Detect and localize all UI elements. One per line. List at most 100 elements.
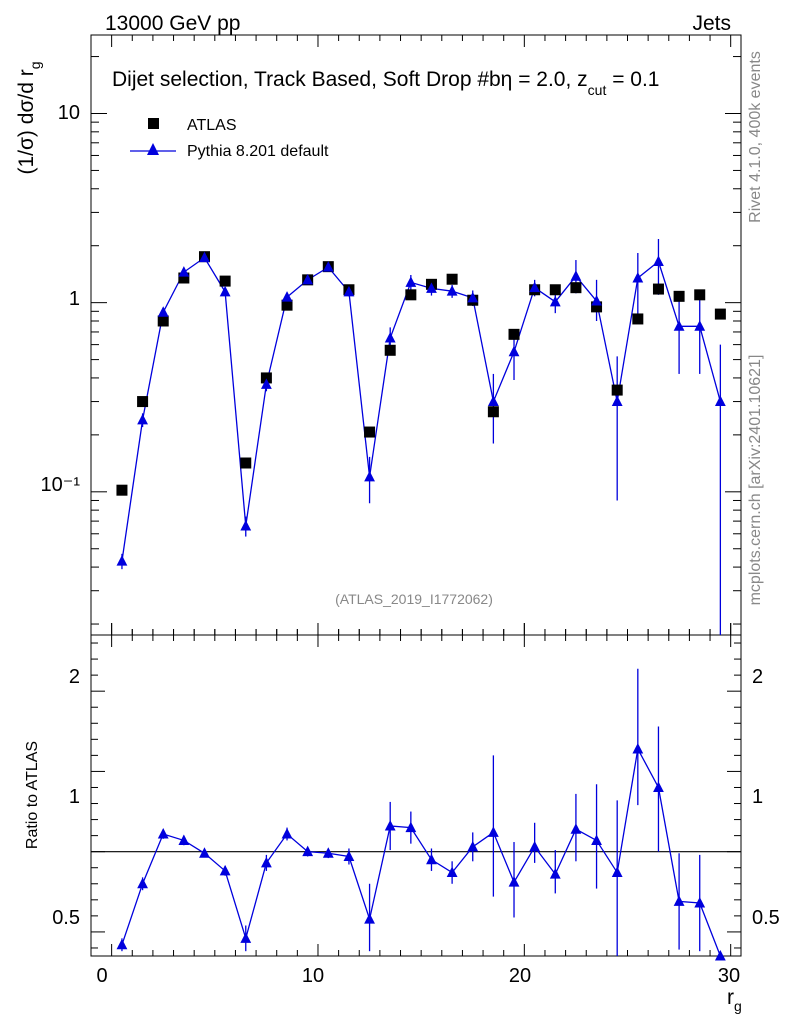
ratio-data-point (426, 853, 437, 865)
pythia-data-point (673, 320, 685, 331)
pythia-data-point (302, 273, 314, 285)
legend-pythia-label: Pythia 8.201 default (187, 143, 329, 160)
header-energy-label: 13000 GeV pp (105, 12, 240, 35)
ratio-plot-marks (91, 668, 741, 961)
atlas-data-point (157, 315, 169, 327)
legend-atlas-label: ATLAS (187, 117, 237, 134)
ratio-data-point (446, 866, 458, 878)
legend-atlas-marker (148, 118, 159, 129)
pythia-data-point (591, 295, 602, 306)
atlas-data-point (570, 282, 582, 294)
ratio-data-point (322, 847, 334, 858)
atlas-data-point (591, 301, 603, 313)
title-text: Dijet selection, Track Based, Soft Drop … (112, 68, 588, 91)
mcplots-source-label: mcplots.cern.ch [arXiv:2401.10621] (747, 355, 764, 606)
atlas-data-point (281, 299, 293, 311)
ratio-data-point (405, 821, 417, 833)
ratio-right-tick-label-2: 2 (752, 666, 763, 688)
ratio-data-point (673, 895, 685, 906)
pythia-data-point (343, 285, 355, 297)
x-axis-label: rg (727, 986, 742, 1014)
title-subscript: cut (588, 82, 607, 98)
atlas-data-point (137, 396, 149, 408)
header-jets-label: Jets (692, 12, 731, 35)
atlas-data-point (240, 457, 252, 469)
pythia-data-point (529, 281, 541, 293)
ratio-data-point (137, 877, 148, 889)
x-tick-label-20: 20 (509, 965, 531, 987)
x-label-subscript: g (734, 998, 742, 1014)
ratio-y-tick-label-1: 1 (69, 786, 80, 808)
x-tick-label-30: 30 (718, 965, 740, 987)
atlas-data-point (652, 283, 664, 295)
ratio-data-point (714, 950, 726, 961)
pythia-data-point (364, 470, 375, 482)
main-y-tick-label-10: 10 (58, 102, 80, 124)
pythia-data-point (632, 272, 644, 283)
ratio-data-point (240, 932, 252, 943)
atlas-data-point (487, 406, 499, 418)
ratio-data-point (384, 819, 396, 831)
pythia-data-point (467, 291, 479, 303)
pythia-data-point (219, 285, 231, 297)
y-label-text: (1/σ) dσ/d r (15, 69, 38, 174)
atlas-data-point (260, 372, 272, 384)
legend: ATLAS Pythia 8.201 default (130, 117, 329, 160)
atlas-data-point (219, 275, 231, 287)
pythia-data-point (446, 285, 458, 296)
ratio-y-tick-label-2: 2 (69, 666, 80, 688)
ratio-data-point (343, 850, 355, 861)
ratio-data-point (549, 868, 561, 879)
ratio-data-point (364, 913, 375, 924)
pythia-data-point (549, 295, 561, 307)
legend-pythia-marker (147, 143, 159, 155)
title-tail: = 0.1 (606, 68, 659, 91)
pythia-series-line (121, 256, 721, 562)
pythia-data-point (116, 555, 128, 566)
ratio-data-point (260, 856, 272, 868)
pythia-data-point (260, 378, 272, 389)
ratio-data-point (116, 938, 128, 950)
ratio-data-point (611, 866, 623, 878)
atlas-data-point (116, 484, 128, 496)
analysis-id-label: (ATLAS_2019_I1772062) (335, 591, 493, 607)
ratio-data-point (302, 845, 314, 857)
ratio-right-tick-label-0.5: 0.5 (752, 907, 780, 929)
main-y-axis-label: (1/σ) dσ/d rg (15, 61, 43, 174)
atlas-data-point (694, 289, 706, 301)
atlas-data-point (405, 289, 417, 301)
pythia-data-point (178, 266, 190, 277)
atlas-data-point (549, 284, 561, 296)
pythia-data-point (384, 332, 396, 343)
atlas-data-point (632, 313, 644, 325)
axis-ticks (90, 35, 741, 956)
y-label-subscript: g (27, 61, 43, 69)
pythia-data-point (405, 276, 417, 287)
pythia-data-point (694, 320, 706, 331)
ratio-y-axis-label: Ratio to ATLAS (24, 741, 41, 849)
x-tick-label-10: 10 (302, 965, 324, 987)
ratio-data-point (694, 897, 706, 908)
x-tick-label-0: 0 (96, 965, 107, 987)
ratio-data-point (591, 834, 602, 845)
ratio-data-point (199, 847, 210, 858)
atlas-data-point (673, 290, 685, 302)
pythia-data-point (653, 255, 664, 267)
ratio-data-point (178, 834, 190, 845)
atlas-data-point (508, 328, 520, 340)
ratio-data-point (467, 840, 479, 852)
pythia-data-point (240, 519, 252, 531)
ratio-series-line (121, 746, 721, 957)
pythia-data-point (199, 251, 210, 263)
pythia-data-point (714, 395, 726, 407)
atlas-data-point (714, 308, 726, 320)
ratio-data-point (632, 742, 644, 754)
main-title: Dijet selection, Track Based, Soft Drop … (112, 68, 660, 98)
ratio-data-point (529, 840, 541, 852)
ratio-data-point (570, 823, 582, 834)
ratio-data-point (281, 828, 293, 839)
ratio-data-point (157, 828, 169, 839)
pythia-data-point (508, 345, 520, 357)
main-y-tick-label-1: 1 (69, 288, 80, 310)
